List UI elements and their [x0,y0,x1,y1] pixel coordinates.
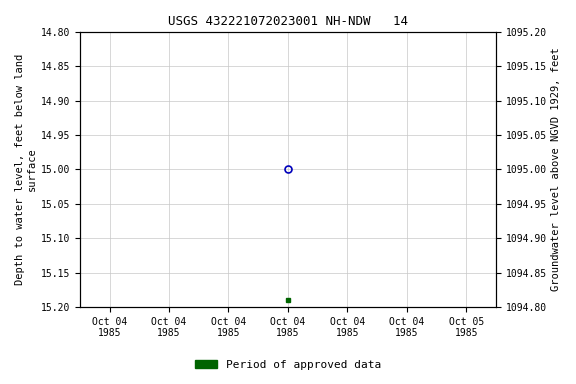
Title: USGS 432221072023001 NH-NDW   14: USGS 432221072023001 NH-NDW 14 [168,15,408,28]
Y-axis label: Groundwater level above NGVD 1929, feet: Groundwater level above NGVD 1929, feet [551,48,561,291]
Y-axis label: Depth to water level, feet below land
surface: Depth to water level, feet below land su… [15,54,37,285]
Legend: Period of approved data: Period of approved data [191,356,385,375]
